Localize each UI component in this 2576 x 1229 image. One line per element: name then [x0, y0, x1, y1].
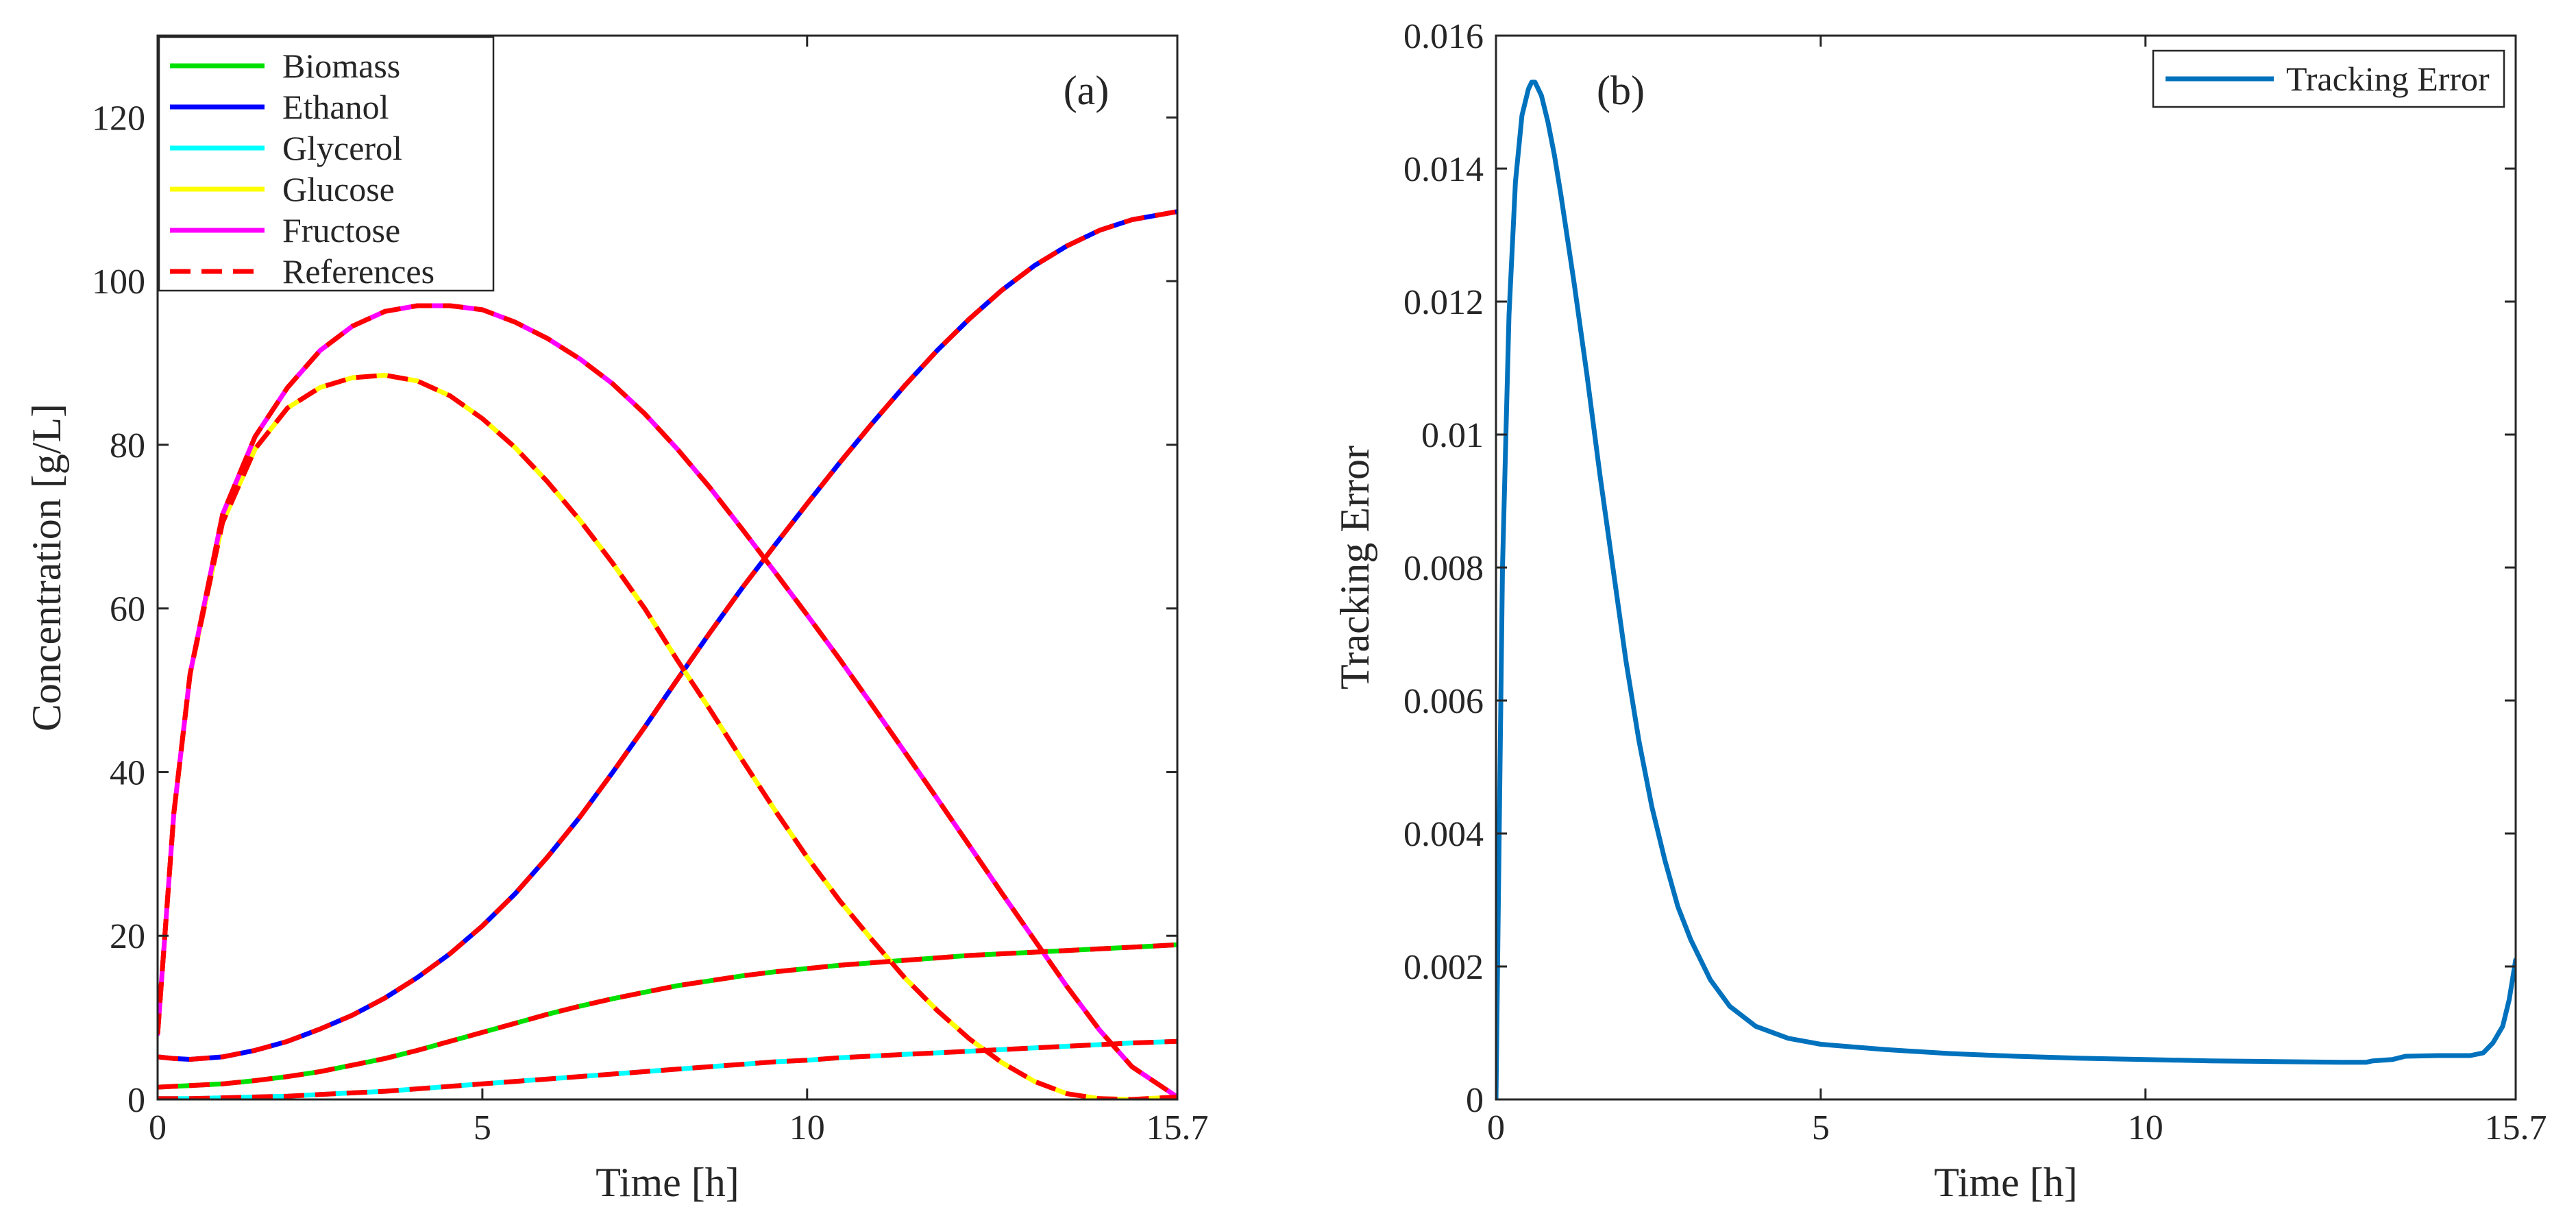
panel-a-reference-glucose: [158, 372, 1177, 1099]
panel-a-y-tick-label: 20: [110, 917, 145, 956]
panel-a-legend-label-ethanol: Ethanol: [282, 88, 389, 126]
panel-a-y-tick-label: 60: [110, 590, 145, 629]
panel-a-y-tick-label: 100: [92, 263, 145, 302]
panel-a-y-tick-label: 120: [92, 99, 145, 138]
panel-a-legend-label-biomass: Biomass: [282, 47, 400, 85]
panel-a-y-axis-label: Concentration [g/L]: [24, 404, 69, 731]
panel-b-x-tick-label: 5: [1812, 1108, 1830, 1147]
panel-b-y-tick-label: 0.012: [1403, 283, 1484, 322]
panel-a-legend-label-fructose: Fructose: [282, 211, 400, 250]
panel-a-curves: [158, 209, 1177, 1099]
panel-b-label: (b): [1597, 68, 1645, 113]
panel-a-x-tick-label: 0: [149, 1108, 167, 1147]
panel-b-y-tick-label: 0.014: [1403, 150, 1484, 189]
panel-a-legend-label-glucose: Glucose: [282, 170, 395, 208]
panel-a-reference-fructose: [158, 303, 1177, 1099]
panel-b-y-tick-label: 0.016: [1403, 17, 1484, 56]
panel-a-legend-box: [158, 36, 495, 292]
panel-b-legend: Tracking Error: [2152, 49, 2505, 108]
panel-b-x-axis-label: Time [h]: [1934, 1160, 2077, 1205]
panel-a-legend-label-glycerol: Glycerol: [282, 129, 402, 167]
panel-a-x-tick-label: 15.7: [1146, 1108, 1209, 1147]
panel-b-tracking-error-chart: 0 5 10 15.7 0 0.002 0.004 0.006 0.008 0.01 0.012 0.…: [1332, 17, 2547, 1205]
panel-b-x-tick-label: 10: [2128, 1108, 2163, 1147]
panel-a-reference-biomass: [158, 942, 1177, 1090]
panel-a-legend-label-references: References: [282, 252, 434, 291]
panel-a-x-tick-label: 5: [474, 1108, 491, 1147]
panel-a-axes-box: [156, 34, 1179, 1101]
panel-b-y-tick-label: 0.006: [1403, 682, 1484, 721]
panel-b-legend-label-tracking-error: Tracking Error: [2286, 60, 2490, 98]
panel-a-y-tick-label: 80: [110, 426, 145, 465]
panel-a-y-tick-label: 0: [127, 1081, 145, 1120]
panel-b-series-tracking-error: [1496, 80, 2516, 1099]
panel-a-y-tick-label: 40: [110, 753, 145, 792]
panel-b-y-axis-label: Tracking Error: [1332, 446, 1377, 690]
panel-a-legend: BiomassEthanolGlycerolGlucoseFructoseRef…: [158, 36, 495, 292]
panel-b-y-tick-label: 0: [1466, 1081, 1484, 1120]
panel-a-reference-ethanol: [158, 209, 1177, 1062]
panel-b-x-tick-label: 0: [1487, 1108, 1505, 1147]
panel-b-ticks: 0 5 10 15.7 0 0.002 0.004 0.006 0.008 0.01 0.012 0.…: [1403, 17, 2547, 1147]
panel-b-y-tick-label: 0.008: [1403, 549, 1484, 588]
panel-a-x-axis-label: Time [h]: [596, 1160, 739, 1205]
panel-b-x-tick-label: 15.7: [2485, 1108, 2547, 1147]
panel-b-y-tick-label: 0.002: [1403, 948, 1484, 987]
panel-a-label: (a): [1064, 68, 1109, 113]
panel-b-y-tick-label: 0.004: [1403, 815, 1484, 854]
panel-a-x-tick-label: 10: [789, 1108, 825, 1147]
panel-a-reference-glycerol: [158, 1038, 1177, 1099]
panel-a-concentration-chart: 0 5 10 15.7 0 20 40 60 80 100 120 Time [h] Concent…: [24, 34, 1209, 1205]
panel-a-ticks: 0 5 10 15.7 0 20 40 60 80 100 120: [92, 36, 1209, 1147]
panel-b-y-tick-label: 0.01: [1421, 416, 1484, 455]
panel-b-curves: [1496, 80, 2516, 1099]
